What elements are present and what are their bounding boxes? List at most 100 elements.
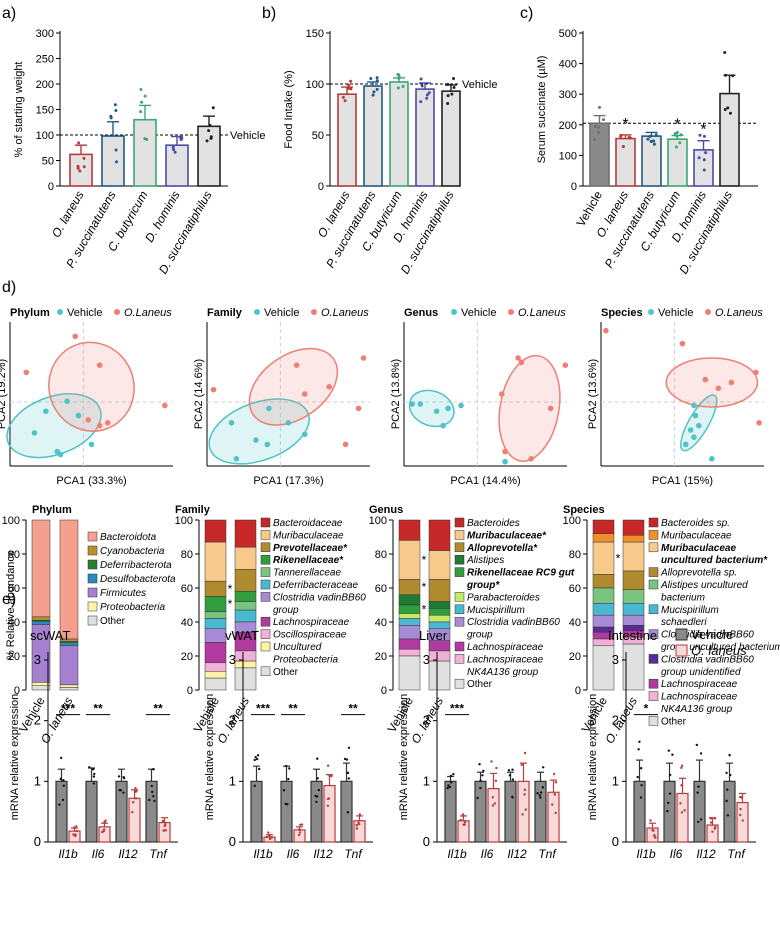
gene-label: Il1b (58, 847, 78, 861)
olaneus-point (603, 327, 609, 334)
data-point (152, 768, 155, 771)
pca-x-label: PCA1 (14.4%) (450, 475, 520, 487)
data-point (316, 757, 319, 760)
expression-y-tick-label: 3 (612, 652, 619, 667)
stack-significance: * (422, 580, 427, 594)
legend-label: Prevotellaceae* (273, 543, 348, 554)
data-point (667, 749, 671, 752)
stack-y-tick-label: 20 (8, 651, 20, 663)
legend-label: Muribaculaceae (661, 530, 732, 541)
stack-segment (59, 684, 79, 688)
stack-segment (398, 594, 421, 606)
legend-swatch (260, 592, 271, 602)
legend-label: Lachnospiraceae (661, 679, 738, 690)
data-point (62, 778, 65, 782)
expression-y-tick-label: 3 (423, 652, 430, 667)
legend-label: NK4A136 group (467, 667, 539, 678)
y-tick-label: 250 (36, 54, 54, 66)
pca-y-label: PCA2 (14.6%) (193, 359, 205, 429)
data-point (139, 87, 143, 91)
data-point (699, 818, 703, 821)
data-point (134, 797, 138, 800)
data-point (601, 118, 605, 122)
vehicle-bar (55, 780, 68, 843)
legend-label: Other (467, 679, 493, 690)
olaneus-ellipse (665, 357, 759, 408)
stack-segment (398, 625, 421, 640)
legend-swatch (260, 554, 271, 565)
legend-swatch (260, 641, 271, 652)
legend-label: bacterium (661, 592, 705, 603)
legend-label: Other (100, 616, 126, 627)
data-point (396, 86, 400, 90)
stack-segment (31, 682, 51, 686)
olaneus-point (105, 420, 111, 426)
significance-stars: ** (153, 702, 163, 716)
stack-segment (398, 613, 421, 619)
data-point (478, 763, 481, 766)
stack-y-tick-label: 0 (187, 685, 193, 697)
expression-y-tick-label: 2 (423, 713, 430, 728)
stack-y-label: % Relative abundance (5, 550, 17, 660)
olaneus-point (562, 362, 569, 369)
data-point (59, 756, 63, 760)
expression-y-tick-label: 0 (612, 834, 619, 849)
gene-label: Il1b (447, 847, 467, 861)
bar (693, 149, 714, 187)
data-point (372, 90, 376, 94)
legend-label: Alloprevotella sp. (660, 568, 737, 579)
vehicle-point (696, 422, 702, 429)
legend-swatch (648, 579, 659, 590)
legend-swatch (260, 542, 271, 553)
stack-segment (398, 604, 421, 614)
legend-swatch (87, 601, 98, 612)
data-point (638, 740, 641, 743)
stack-segment (592, 603, 615, 616)
gene-label: Tnf (727, 847, 746, 861)
y-tick-label: 100 (559, 150, 577, 162)
legend-vehicle-label: Vehicle (658, 307, 693, 319)
legend-swatch (648, 517, 659, 528)
data-point (88, 766, 91, 769)
data-point (680, 764, 684, 767)
stack-y-tick-label: 80 (375, 549, 387, 561)
data-point (673, 132, 677, 136)
data-point (326, 797, 330, 801)
legend-vehicle-label: Vehicle (461, 307, 496, 319)
data-point (419, 77, 423, 81)
vehicle-point (253, 437, 259, 443)
legend-label: Deferribacterota (100, 560, 172, 571)
data-point (164, 829, 168, 832)
stack-segment (204, 662, 227, 672)
stack-segment (234, 601, 257, 611)
legend-swatch (454, 567, 465, 577)
pca-title: Phylum (10, 307, 50, 319)
legend-label: Lachnospiraceae (467, 654, 544, 665)
olaneus-point (715, 385, 722, 392)
legend-olaneus-label: O.Laneus (321, 307, 369, 319)
data-point (699, 752, 703, 755)
vehicle-point (682, 441, 689, 448)
stack-segment (204, 519, 227, 543)
legend-label: group* (466, 580, 500, 591)
data-point (452, 773, 455, 776)
stack-y-tick-label: 40 (569, 617, 581, 629)
legend-label: Rikenellaceae RC9 gut (467, 568, 575, 579)
stack-segment (59, 645, 79, 686)
stack-segment (204, 677, 227, 691)
bar (165, 144, 189, 187)
stack-segment (31, 620, 51, 625)
data-point (728, 753, 731, 757)
stack-y-tick-label: 20 (181, 651, 193, 663)
data-point (741, 819, 744, 822)
legend-label: Alistipes uncultured (660, 580, 748, 591)
data-point (58, 803, 61, 806)
legend-swatch (454, 542, 465, 553)
data-point (316, 777, 319, 780)
data-point (619, 134, 623, 138)
olaneus-point (85, 417, 92, 423)
y-tick-label: 200 (36, 79, 54, 91)
expression-y-tick-label: 1 (229, 773, 236, 788)
data-point (287, 777, 290, 781)
significance-stars: *** (256, 702, 270, 716)
